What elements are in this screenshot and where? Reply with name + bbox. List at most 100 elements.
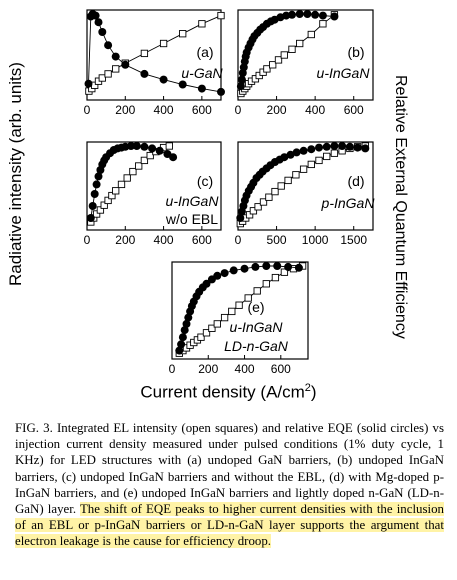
data-point-circle-e <box>178 333 187 342</box>
data-point-square-e <box>262 280 270 288</box>
data-point-square-d <box>323 152 331 161</box>
data-point-circle-b <box>295 10 304 18</box>
data-point-square-e <box>213 320 221 328</box>
data-point-circle-c <box>88 202 97 210</box>
data-point-square-d <box>277 182 285 190</box>
data-point-circle-c <box>132 142 141 150</box>
data-point-square-e <box>235 301 243 309</box>
x-tick-label-b: 200 <box>267 103 287 117</box>
data-point-circle-c <box>90 190 99 198</box>
data-point-circle-a <box>178 80 187 89</box>
data-point-circle-a <box>121 60 130 69</box>
data-point-square-e <box>253 287 261 295</box>
data-point-circle-c <box>86 214 95 222</box>
panel-frame-d <box>237 141 374 231</box>
data-point-square-e <box>228 307 236 316</box>
data-point-circle-b <box>236 82 245 91</box>
x-axis-label-end: ) <box>310 382 317 402</box>
data-point-circle-e <box>240 264 249 273</box>
panel-label-c-2: w/o EBL <box>165 211 218 227</box>
data-point-square-e <box>244 294 252 302</box>
data-point-circle-e <box>175 346 184 355</box>
data-point-circle-c <box>148 144 157 153</box>
data-point-circle-d <box>286 150 295 159</box>
data-point-circle-d <box>280 153 289 162</box>
data-point-square-c <box>165 142 173 150</box>
caption-highlight: The shift of EQE peaks to higher current… <box>15 502 444 549</box>
x-tick-label-d: 1000 <box>302 233 329 247</box>
x-tick-label-b: 0 <box>235 103 242 117</box>
data-point-square-c <box>135 162 143 170</box>
data-point-circle-e <box>273 262 282 270</box>
data-point-circle-b <box>288 10 296 19</box>
data-point-circle-e <box>182 319 191 328</box>
panel-label-a-0: (a) <box>196 44 213 60</box>
x-tick-label-a: 400 <box>154 103 174 117</box>
data-point-square-d <box>245 211 254 219</box>
panel-label-c-0: (c) <box>197 173 213 189</box>
data-point-square-a <box>179 30 187 38</box>
data-point-circle-c <box>140 142 149 151</box>
data-point-circle-d <box>361 144 370 153</box>
x-axis-label: Current density (A/cm2) <box>0 382 457 403</box>
x-tick-label-b: 400 <box>305 103 325 117</box>
data-point-square-e <box>202 329 211 337</box>
data-point-square-e <box>280 268 289 276</box>
data-point-square-d <box>284 176 292 185</box>
data-point-circle-a <box>159 75 168 84</box>
x-axis-label-text: Current density (A/cm <box>140 382 305 402</box>
x-tick-label-d: 500 <box>267 233 287 247</box>
figure: Radiative intensity (arb. units) Relativ… <box>6 9 409 402</box>
x-tick-label-e: 600 <box>271 362 291 376</box>
data-point-square-d <box>259 198 268 206</box>
data-point-circle-a <box>84 79 93 88</box>
data-point-circle-d <box>315 143 323 152</box>
data-point-square-d <box>330 149 339 157</box>
x-tick-label-c: 600 <box>192 233 212 247</box>
data-point-square-c <box>112 187 120 195</box>
data-point-circle-a <box>104 41 113 50</box>
data-point-square-c <box>123 174 131 182</box>
panel-label-b-0: (b) <box>347 44 364 60</box>
panel-label-a-1: u-GaN <box>181 65 223 81</box>
data-point-circle-e <box>180 326 189 335</box>
data-point-square-e <box>208 324 216 332</box>
data-point-circle-c <box>155 146 164 155</box>
x-tick-label-b: 600 <box>344 103 364 117</box>
data-point-circle-b <box>237 75 246 84</box>
x-tick-label-c: 400 <box>154 233 174 247</box>
panel-label-d-0: (d) <box>347 173 364 189</box>
data-point-square-b <box>269 61 277 69</box>
data-point-square-a <box>98 74 106 82</box>
data-point-square-d <box>307 160 315 169</box>
x-tick-label-a: 0 <box>84 103 91 117</box>
data-point-square-a <box>159 39 168 48</box>
data-point-circle-e <box>213 271 222 280</box>
data-point-square-c <box>129 167 137 176</box>
data-point-square-a <box>198 20 206 28</box>
panel-label-e-2: LD-n-GaN <box>224 338 289 354</box>
data-point-square-d <box>292 171 300 179</box>
data-point-square-b <box>296 39 304 48</box>
data-point-circle-a <box>140 69 149 78</box>
data-point-circle-a <box>98 28 107 36</box>
data-point-square-c <box>96 206 105 214</box>
x-tick-label-e: 400 <box>235 362 255 376</box>
data-point-square-d <box>265 193 273 201</box>
data-point-square-e <box>197 333 205 341</box>
data-point-circle-e <box>184 313 193 322</box>
panel-frame-e <box>171 261 309 360</box>
data-point-square-d <box>299 165 308 173</box>
panel-label-e-0: (e) <box>247 299 264 315</box>
data-point-circle-d <box>345 142 354 151</box>
panel-label-b-1: u-InGaN <box>317 65 371 81</box>
data-point-square-d <box>254 203 262 211</box>
data-point-square-d <box>315 156 323 165</box>
data-point-square-b <box>319 20 327 28</box>
panel-label-d-1: p-InGaN <box>321 195 376 211</box>
x-tick-label-a: 600 <box>192 103 212 117</box>
data-point-circle-d <box>330 142 339 150</box>
data-point-square-c <box>92 210 101 218</box>
data-point-square-d <box>271 187 279 196</box>
data-point-circle-d <box>307 145 316 154</box>
